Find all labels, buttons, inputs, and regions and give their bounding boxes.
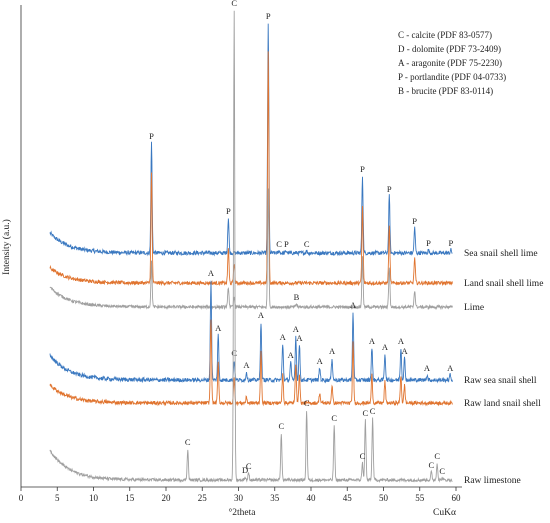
- peak-label: A: [288, 350, 295, 360]
- peak-label: A: [215, 323, 222, 333]
- peak-label: C: [231, 348, 237, 358]
- peak-label: P: [412, 216, 417, 226]
- peak-label: P: [360, 164, 365, 174]
- peak-label: C: [304, 239, 310, 249]
- x-tick-label: 50: [379, 493, 389, 503]
- series-name-label: Land snail shell lime: [464, 279, 543, 289]
- peak-label: C: [276, 239, 282, 249]
- x-axis-label: °2theta: [228, 507, 256, 518]
- peak-label: A: [208, 268, 215, 278]
- peak-label: C: [278, 421, 284, 431]
- x-tick-label: 35: [270, 493, 280, 503]
- peak-label: P: [149, 131, 154, 141]
- x-tick-label: 0: [19, 493, 24, 503]
- series-name-label: Raw limestone: [464, 476, 521, 486]
- peak-label: P: [266, 11, 271, 21]
- legend: C - calcite (PDF 83-0577) D - dolomite (P…: [398, 30, 506, 96]
- peak-label: P: [426, 238, 431, 248]
- peak-label: C: [185, 437, 191, 447]
- peak-label: A: [401, 346, 408, 356]
- legend-entry: D - dolomite (PDF 73-2409): [398, 44, 501, 54]
- series-line: [49, 51, 453, 287]
- peak-label: P: [387, 184, 392, 194]
- x-tick-label: 15: [125, 493, 135, 503]
- peak-label: A: [447, 363, 454, 373]
- peak-label: C: [363, 408, 369, 418]
- peak-label: C: [429, 460, 435, 470]
- legend-entry: C - calcite (PDF 83-0577): [398, 30, 492, 40]
- peak-label: C: [246, 461, 252, 471]
- peak-label: C: [439, 466, 445, 476]
- series-name-label: Sea snail shell lime: [464, 249, 538, 259]
- peak-label: A: [243, 360, 250, 370]
- peak-label: A: [382, 342, 389, 352]
- legend-entry: P - portlandite (PDF 04-0733): [398, 72, 506, 82]
- series-line: [49, 280, 453, 384]
- peak-label: P: [284, 239, 289, 249]
- series-line: [49, 188, 453, 311]
- x-tick-label: 10: [89, 493, 99, 503]
- series-line: [49, 10, 453, 484]
- peak-label: A: [350, 300, 357, 310]
- peak-label: P: [226, 206, 231, 216]
- peak-label: C: [360, 451, 366, 461]
- x-ticks: 0 5 10 15 20 25 30 35 40 45 50 55 60: [19, 487, 461, 503]
- peak-label: D: [242, 465, 248, 475]
- x-tick-label: 20: [162, 493, 172, 503]
- x-unit-label: CuKα: [433, 508, 456, 518]
- peak-label: A: [424, 363, 431, 373]
- peak-label: A: [293, 324, 300, 334]
- legend-entry: B - brucite (PDF 83-0114): [398, 86, 493, 96]
- peak-label: A: [329, 346, 336, 356]
- x-tick-label: 60: [452, 493, 462, 503]
- x-tick-label: 25: [198, 493, 208, 503]
- peak-label: A: [258, 310, 265, 320]
- peak-label: A: [280, 332, 287, 342]
- x-tick-label: 5: [55, 493, 60, 503]
- peak-label: C: [231, 0, 237, 8]
- peak-label: C: [304, 398, 310, 408]
- x-tick-label: 55: [415, 493, 425, 503]
- x-tick-label: 30: [234, 493, 244, 503]
- peak-label: P: [449, 238, 454, 248]
- x-tick-label: 40: [307, 493, 317, 503]
- series-line: [49, 23, 453, 257]
- peak-label: A: [398, 336, 405, 346]
- y-axis-label: Intensity (a.u.): [1, 219, 12, 275]
- series-name-label: Lime: [464, 303, 484, 313]
- peak-label: A: [369, 336, 376, 346]
- peak-label: A: [317, 356, 324, 366]
- peak-label: A: [296, 333, 303, 343]
- x-tick-label: 45: [343, 493, 353, 503]
- legend-entry: A - aragonite (PDF 75-2230): [398, 58, 502, 68]
- peak-label: C: [370, 406, 376, 416]
- peak-label: C: [434, 451, 440, 461]
- series-name-label: Raw sea snail shell: [464, 376, 537, 386]
- peak-label: B: [294, 292, 300, 302]
- series-name-label: Raw land snail shell: [464, 399, 541, 409]
- series-line: [49, 319, 453, 407]
- peak-label: C: [331, 413, 337, 423]
